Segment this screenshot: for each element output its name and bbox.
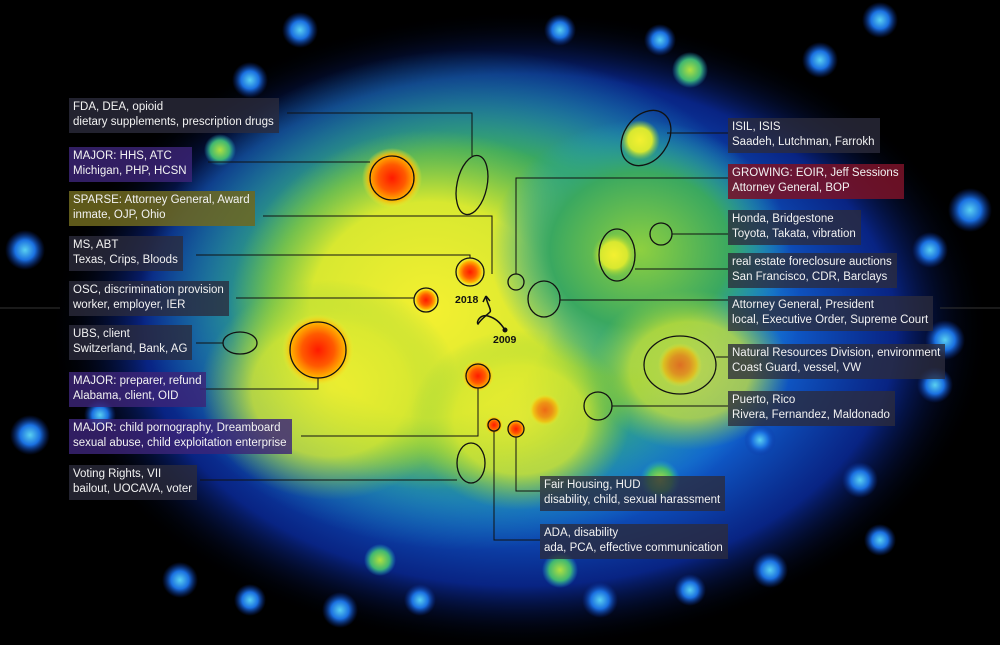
label-sparse-line1: SPARSE: Attorney General, Award <box>73 194 250 206</box>
label-sparse: SPARSE: Attorney General, Award inmate, … <box>69 191 255 226</box>
label-ubs-line1: UBS, client <box>73 328 130 340</box>
label-growing-line1: GROWING: EOIR, Jeff Sessions <box>732 167 899 179</box>
label-growing-line2: Attorney General, BOP <box>732 182 850 194</box>
label-osc-line1: OSC, discrimination provision <box>73 284 224 296</box>
cluster-nrd <box>643 335 717 395</box>
label-preparer: MAJOR: preparer, refund Alabama, client,… <box>69 372 207 407</box>
label-fda-line1: FDA, DEA, opioid <box>73 101 164 113</box>
label-hhs-line2: Michigan, PHP, HCSN <box>73 165 187 177</box>
label-nrd: Natural Resources Division, environment … <box>728 344 946 379</box>
label-nrd-line1: Natural Resources Division, environment <box>732 347 941 359</box>
label-fairhousing: Fair Housing, HUD disability, child, sex… <box>540 476 726 511</box>
label-fda: FDA, DEA, opioid dietary supplements, pr… <box>69 98 279 133</box>
label-voting-line1: Voting Rights, VII <box>73 468 162 480</box>
label-honda-line2: Toyota, Takata, vibration <box>732 228 856 240</box>
label-agpres-line2: local, Executive Order, Supreme Court <box>732 314 929 326</box>
cluster-voting <box>456 442 486 484</box>
timeline-trajectory <box>476 295 508 333</box>
label-isil-line2: Saadeh, Lutchman, Farrokh <box>732 136 875 148</box>
label-hhs-line1: MAJOR: HHS, ATC <box>73 150 172 162</box>
label-preparer-line1: MAJOR: preparer, refund <box>73 375 202 387</box>
label-sparse-line2: inmate, OJP, Ohio <box>73 209 166 221</box>
label-fda-line2: dietary supplements, prescription drugs <box>73 116 274 128</box>
label-ada-line1: ADA, disability <box>544 527 619 539</box>
label-nrd-line2: Coast Guard, vessel, VW <box>732 362 862 374</box>
connector-lines <box>0 112 1000 541</box>
label-voting-line2: bailout, UOCAVA, voter <box>73 483 193 495</box>
label-ada: ADA, disability ada, PCA, effective comm… <box>540 524 728 559</box>
label-puerto: Puerto, Rico Rivera, Fernandez, Maldonad… <box>728 391 895 426</box>
label-child: MAJOR: child pornography, Dreamboard sex… <box>69 419 292 454</box>
cluster-osc <box>413 287 439 313</box>
label-ms: MS, ABT Texas, Crips, Bloods <box>69 236 183 271</box>
label-isil-line1: ISIL, ISIS <box>732 121 781 133</box>
cluster-hhs <box>369 155 415 201</box>
cluster-isil <box>620 109 672 167</box>
label-puerto-line1: Puerto, Rico <box>732 394 796 406</box>
label-agpres-line1: Attorney General, President <box>732 299 874 311</box>
label-preparer-line2: Alabama, client, OID <box>73 390 179 402</box>
cluster-realestate <box>598 228 636 282</box>
label-osc: OSC, discrimination provision worker, em… <box>69 281 229 316</box>
label-ubs-line2: Switzerland, Bank, AG <box>73 343 188 355</box>
label-growing: GROWING: EOIR, Jeff Sessions Attorney Ge… <box>728 164 904 199</box>
label-honda-line1: Honda, Bridgestone <box>732 213 834 225</box>
label-ubs: UBS, client Switzerland, Bank, AG <box>69 325 193 360</box>
label-realestate: real estate foreclosure auctions San Fra… <box>728 253 897 288</box>
label-osc-line2: worker, employer, IER <box>73 299 186 311</box>
label-voting: Voting Rights, VII bailout, UOCAVA, vote… <box>69 465 198 500</box>
timeline-end-year: 2018 <box>455 294 479 306</box>
label-ms-line1: MS, ABT <box>73 239 119 251</box>
label-honda: Honda, Bridgestone Toyota, Takata, vibra… <box>728 210 861 245</box>
label-ada-line2: ada, PCA, effective communication <box>544 542 723 554</box>
label-puerto-line2: Rivera, Fernandez, Maldonado <box>732 409 890 421</box>
label-child-line1: MAJOR: child pornography, Dreamboard <box>73 422 281 434</box>
timeline-start-year: 2009 <box>493 334 517 346</box>
label-fairhousing-line2: disability, child, sexual harassment <box>544 494 721 506</box>
label-isil: ISIL, ISIS Saadeh, Lutchman, Farrokh <box>728 118 880 153</box>
label-hhs: MAJOR: HHS, ATC Michigan, PHP, HCSN <box>69 147 192 182</box>
label-agpres: Attorney General, President local, Execu… <box>728 296 934 331</box>
label-realestate-line1: real estate foreclosure auctions <box>732 256 892 268</box>
label-ms-line2: Texas, Crips, Bloods <box>73 254 178 266</box>
label-fairhousing-line1: Fair Housing, HUD <box>544 479 641 491</box>
cluster-agpres <box>527 280 561 318</box>
label-child-line2: sexual abuse, child exploitation enterpr… <box>73 437 287 449</box>
cluster-fda <box>455 154 489 216</box>
label-realestate-line2: San Francisco, CDR, Barclays <box>732 271 888 283</box>
